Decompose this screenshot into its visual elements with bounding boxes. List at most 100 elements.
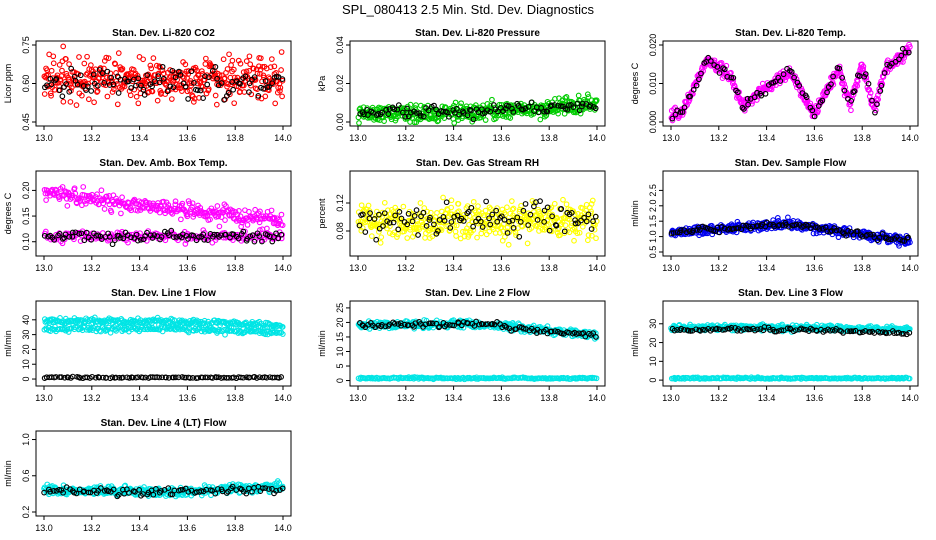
data-point	[47, 90, 54, 97]
data-point	[467, 106, 473, 113]
data-point	[518, 222, 525, 229]
data-point	[493, 207, 500, 214]
data-point	[552, 328, 558, 334]
x-tick-label: 13.6	[179, 133, 197, 143]
x-tick-label: 13.2	[710, 263, 728, 273]
data-point	[504, 204, 510, 211]
data-point	[494, 218, 501, 225]
x-tick-label: 13.8	[540, 263, 558, 273]
data-point	[68, 65, 75, 72]
data-point	[90, 71, 97, 78]
data-point	[592, 105, 599, 112]
data-point	[477, 218, 484, 225]
data-point	[58, 73, 65, 79]
data-point	[479, 224, 486, 230]
data-point	[413, 110, 420, 116]
y-tick-label: 0.010	[648, 72, 658, 95]
data-point	[876, 88, 883, 95]
data-point	[433, 230, 440, 237]
data-point	[866, 86, 873, 93]
chart-title: Stan. Dev. Amb. Box Temp.	[99, 158, 227, 169]
data-point	[400, 203, 407, 210]
data-point	[494, 205, 500, 211]
data-point	[585, 211, 592, 218]
data-point	[375, 322, 382, 329]
data-point	[460, 228, 466, 235]
data-point	[162, 228, 168, 235]
data-point	[420, 113, 427, 120]
data-point	[243, 68, 250, 75]
data-point	[173, 234, 180, 240]
data-point	[267, 64, 274, 70]
data-point	[409, 218, 416, 225]
data-point	[215, 213, 222, 220]
y-tick-label: 40	[21, 315, 31, 325]
data-point	[50, 60, 57, 67]
y-tick-label: 15	[335, 332, 345, 342]
data-point	[404, 105, 410, 112]
data-point	[165, 202, 172, 208]
data-point	[740, 222, 747, 229]
data-point	[847, 101, 854, 107]
data-point	[548, 102, 555, 109]
data-point	[593, 97, 600, 104]
data-point	[247, 61, 254, 68]
data-point	[420, 209, 427, 216]
data-point	[179, 88, 185, 94]
data-point	[728, 74, 735, 81]
data-point	[776, 221, 783, 228]
data-point	[907, 43, 913, 50]
data-point	[187, 375, 193, 381]
data-point	[590, 330, 596, 337]
data-point	[100, 374, 106, 381]
data-point	[548, 328, 555, 335]
data-point	[792, 73, 799, 80]
data-point	[250, 65, 257, 72]
data-point	[169, 67, 176, 74]
x-tick-label: 13.0	[35, 263, 53, 273]
data-point	[486, 215, 492, 222]
data-point	[151, 232, 158, 238]
y-tick-label: 5	[335, 364, 345, 369]
data-point	[851, 84, 858, 91]
data-point	[278, 67, 284, 73]
x-tick-label: 13.2	[710, 393, 728, 403]
data-point	[159, 63, 166, 70]
data-point	[41, 91, 48, 97]
data-point	[254, 70, 261, 77]
x-tick-label: 13.0	[662, 393, 680, 403]
data-point	[278, 374, 284, 380]
data-point	[876, 234, 883, 241]
data-point	[810, 230, 817, 237]
x-tick-label: 13.8	[226, 133, 244, 143]
data-point	[378, 234, 385, 241]
data-point	[403, 223, 410, 230]
data-point	[268, 207, 275, 214]
data-point	[262, 93, 269, 100]
data-point	[66, 61, 72, 68]
data-point	[508, 198, 515, 204]
data-point	[51, 237, 58, 243]
data-point	[116, 374, 123, 381]
data-point	[502, 234, 508, 240]
data-point	[155, 73, 162, 79]
data-point	[106, 233, 113, 240]
data-point	[67, 99, 74, 105]
x-tick-label: 13.8	[226, 263, 244, 273]
data-point	[677, 109, 684, 115]
data-point	[182, 83, 189, 90]
data-point	[454, 212, 461, 219]
data-point	[751, 94, 758, 101]
y-axis-label: ml/min	[3, 330, 13, 357]
data-point	[148, 65, 155, 72]
data-point	[453, 233, 459, 239]
data-point	[407, 101, 414, 108]
data-point	[85, 96, 92, 103]
data-point	[830, 81, 837, 88]
x-tick-label: 13.8	[226, 393, 244, 403]
data-point	[269, 238, 276, 245]
data-point	[190, 99, 197, 105]
